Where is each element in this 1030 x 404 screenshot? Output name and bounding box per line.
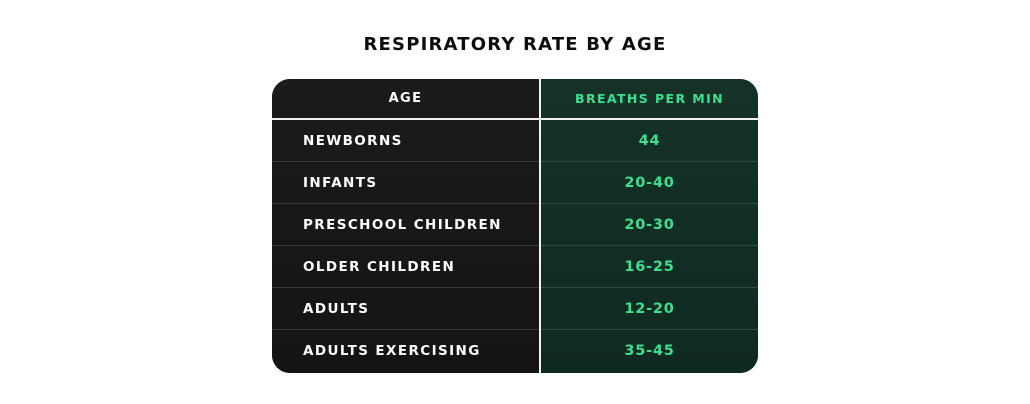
chart-title: RESPIRATORY RATE BY AGE [363,34,667,55]
table-row-age: NEWBORNS [303,133,403,149]
row-divider [541,203,758,204]
column-divider [539,79,541,373]
age-column-background [272,79,540,373]
table-row-age: ADULTS [303,301,370,317]
row-divider [541,161,758,162]
header-divider [272,118,758,120]
header-age: AGE [388,91,423,106]
table-row-breaths: 20-40 [624,175,675,191]
table-row-breaths: 44 [638,133,661,149]
table-row-breaths: 20-30 [624,217,675,233]
table-row-breaths: 35-45 [624,343,675,359]
row-divider [541,287,758,288]
breaths-column-background [541,79,758,373]
header-breaths-per-min: BREATHS PER MIN [575,91,724,106]
row-divider [541,329,758,330]
row-divider [272,203,539,204]
row-divider [272,287,539,288]
row-divider [541,245,758,246]
row-divider [272,245,539,246]
table-row-breaths: 16-25 [624,259,675,275]
row-divider [272,329,539,330]
table-row-age: OLDER CHILDREN [303,259,456,275]
table-row-age: INFANTS [303,175,378,191]
table-row-age: ADULTS EXERCISING [303,343,481,359]
row-divider [272,161,539,162]
respiratory-rate-table: AGE BREATHS PER MIN NEWBORNS 44 INFANTS 20-… [272,79,758,373]
table-row-age: PRESCHOOL CHILDREN [303,217,502,233]
table-row-breaths: 12-20 [624,301,675,317]
